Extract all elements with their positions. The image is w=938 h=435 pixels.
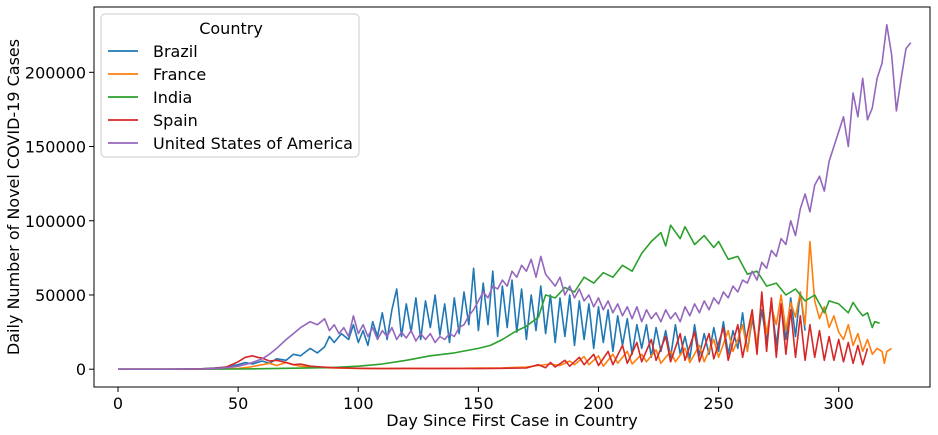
legend-entry-brazil: Brazil <box>153 42 198 61</box>
y-tick-label: 100000 <box>25 212 86 231</box>
legend-entry-united-states-of-america: United States of America <box>153 134 353 153</box>
series-line-spain <box>118 291 869 370</box>
series-layer <box>118 24 912 370</box>
x-tick-label: 300 <box>823 394 854 413</box>
legend-entry-india: India <box>153 88 192 107</box>
plot-frame <box>93 6 931 388</box>
x-axis-label: Day Since First Case in Country <box>386 411 637 430</box>
legend: Country Brazil France India Spain United Sta… <box>100 13 360 158</box>
x-tick-label: 100 <box>343 394 374 413</box>
x-tick-label: 200 <box>583 394 614 413</box>
y-axis-label: Daily Number of Novel COVID-19 Cases <box>4 39 23 355</box>
y-axis-ticks: 0 50000 100000 150000 200000 <box>25 63 94 379</box>
y-tick-label: 50000 <box>35 286 86 305</box>
legend-entry-france: France <box>153 65 206 84</box>
series-line-india <box>118 224 880 370</box>
x-axis-ticks: 0 50 100 150 200 250 300 <box>113 387 854 413</box>
series-line-united-states-of-america <box>118 24 912 370</box>
y-tick-label: 200000 <box>25 63 86 82</box>
legend-box <box>100 13 360 158</box>
series-line-brazil <box>118 267 806 370</box>
legend-title: Country <box>199 19 263 38</box>
legend-items: Brazil France India Spain United States of A… <box>108 42 353 153</box>
x-tick-label: 50 <box>228 394 248 413</box>
x-tick-label: 250 <box>703 394 734 413</box>
legend-entry-spain: Spain <box>153 111 198 130</box>
x-tick-label: 150 <box>463 394 494 413</box>
x-tick-label: 0 <box>113 394 123 413</box>
y-tick-label: 150000 <box>25 138 86 157</box>
y-tick-label: 0 <box>76 360 86 379</box>
